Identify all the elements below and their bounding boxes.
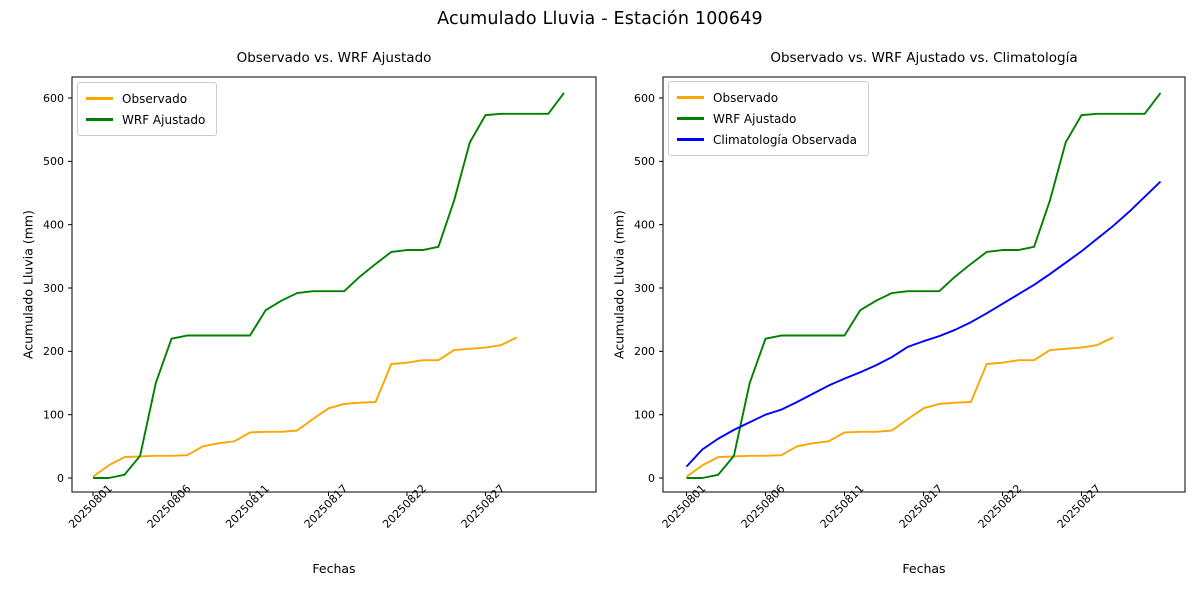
x-tick-label: 20250806 <box>145 482 194 531</box>
y-tick-label: 0 <box>648 472 655 485</box>
legend-item-wrf-ajustado: WRF Ajustado <box>677 108 857 129</box>
y-tick-label: 300 <box>634 282 655 295</box>
legend-label: WRF Ajustado <box>122 112 206 127</box>
left-legend: Observado WRF Ajustado <box>77 82 218 136</box>
x-tick-label: 20250801 <box>660 482 709 531</box>
y-tick-label: 300 <box>43 282 64 295</box>
left-axes: 0 100 200 300 400 500 600 20250801 20250806 20250… <box>43 76 597 531</box>
y-tick-label: 100 <box>43 408 64 421</box>
legend-swatch-observado <box>677 96 704 99</box>
y-tick-label: 600 <box>634 92 655 105</box>
y-tick-label: 500 <box>634 155 655 168</box>
x-tick-label: 20250806 <box>739 482 788 531</box>
x-tick-label: 20250822 <box>380 482 429 531</box>
left-chart-title: Observado vs. WRF Ajustado <box>236 50 432 66</box>
series-line-observado <box>685 336 1114 478</box>
y-tick-label: 600 <box>43 92 64 105</box>
right-x-axis-label: Fechas <box>902 561 946 576</box>
legend-swatch-climatologia <box>677 138 704 141</box>
y-tick-label: 200 <box>634 345 655 358</box>
legend-label: WRF Ajustado <box>713 111 797 126</box>
left-x-axis-label: Fechas <box>312 561 356 576</box>
axes-spines <box>71 76 597 493</box>
x-tick-label: 20250827 <box>1055 482 1104 531</box>
figure-suptitle: Acumulado Lluvia - Estación 100649 <box>437 9 763 29</box>
legend-swatch-wrf-ajustado <box>677 117 704 120</box>
legend-item-observado: Observado <box>86 88 205 109</box>
y-tick-label: 400 <box>43 218 64 231</box>
x-tick-label: 20250811 <box>818 482 867 531</box>
x-tick-label: 20250817 <box>897 482 946 531</box>
x-tick-label: 20250817 <box>302 482 351 531</box>
series-line-wrf-ajustado <box>93 92 565 479</box>
legend-swatch-wrf-ajustado <box>86 118 113 121</box>
series-line-observado <box>92 336 518 478</box>
legend-item-climatologia: Climatología Observada <box>677 129 857 150</box>
series-line-climatologia <box>685 180 1162 468</box>
x-tick-label: 20250822 <box>976 482 1025 531</box>
x-tick-label: 20250811 <box>223 482 272 531</box>
y-tick-label: 200 <box>43 345 64 358</box>
y-tick-label: 400 <box>634 218 655 231</box>
legend-item-wrf-ajustado: WRF Ajustado <box>86 109 205 130</box>
y-tick-label: 100 <box>634 408 655 421</box>
legend-label: Observado <box>122 91 188 106</box>
x-tick-label: 20250827 <box>459 482 508 531</box>
legend-label: Observado <box>713 90 779 105</box>
right-legend: Observado WRF Ajustado Climatología Observ… <box>668 81 869 156</box>
x-tick-label: 20250801 <box>66 482 115 531</box>
y-tick-label: 0 <box>57 472 64 485</box>
right-chart-title: Observado vs. WRF Ajustado vs. Climatolo… <box>770 50 1078 66</box>
y-tick-label: 500 <box>43 155 64 168</box>
legend-item-observado: Observado <box>677 87 857 108</box>
legend-label: Climatología Observada <box>713 132 857 147</box>
series-line-wrf-ajustado <box>686 92 1162 479</box>
legend-swatch-observado <box>86 97 113 100</box>
